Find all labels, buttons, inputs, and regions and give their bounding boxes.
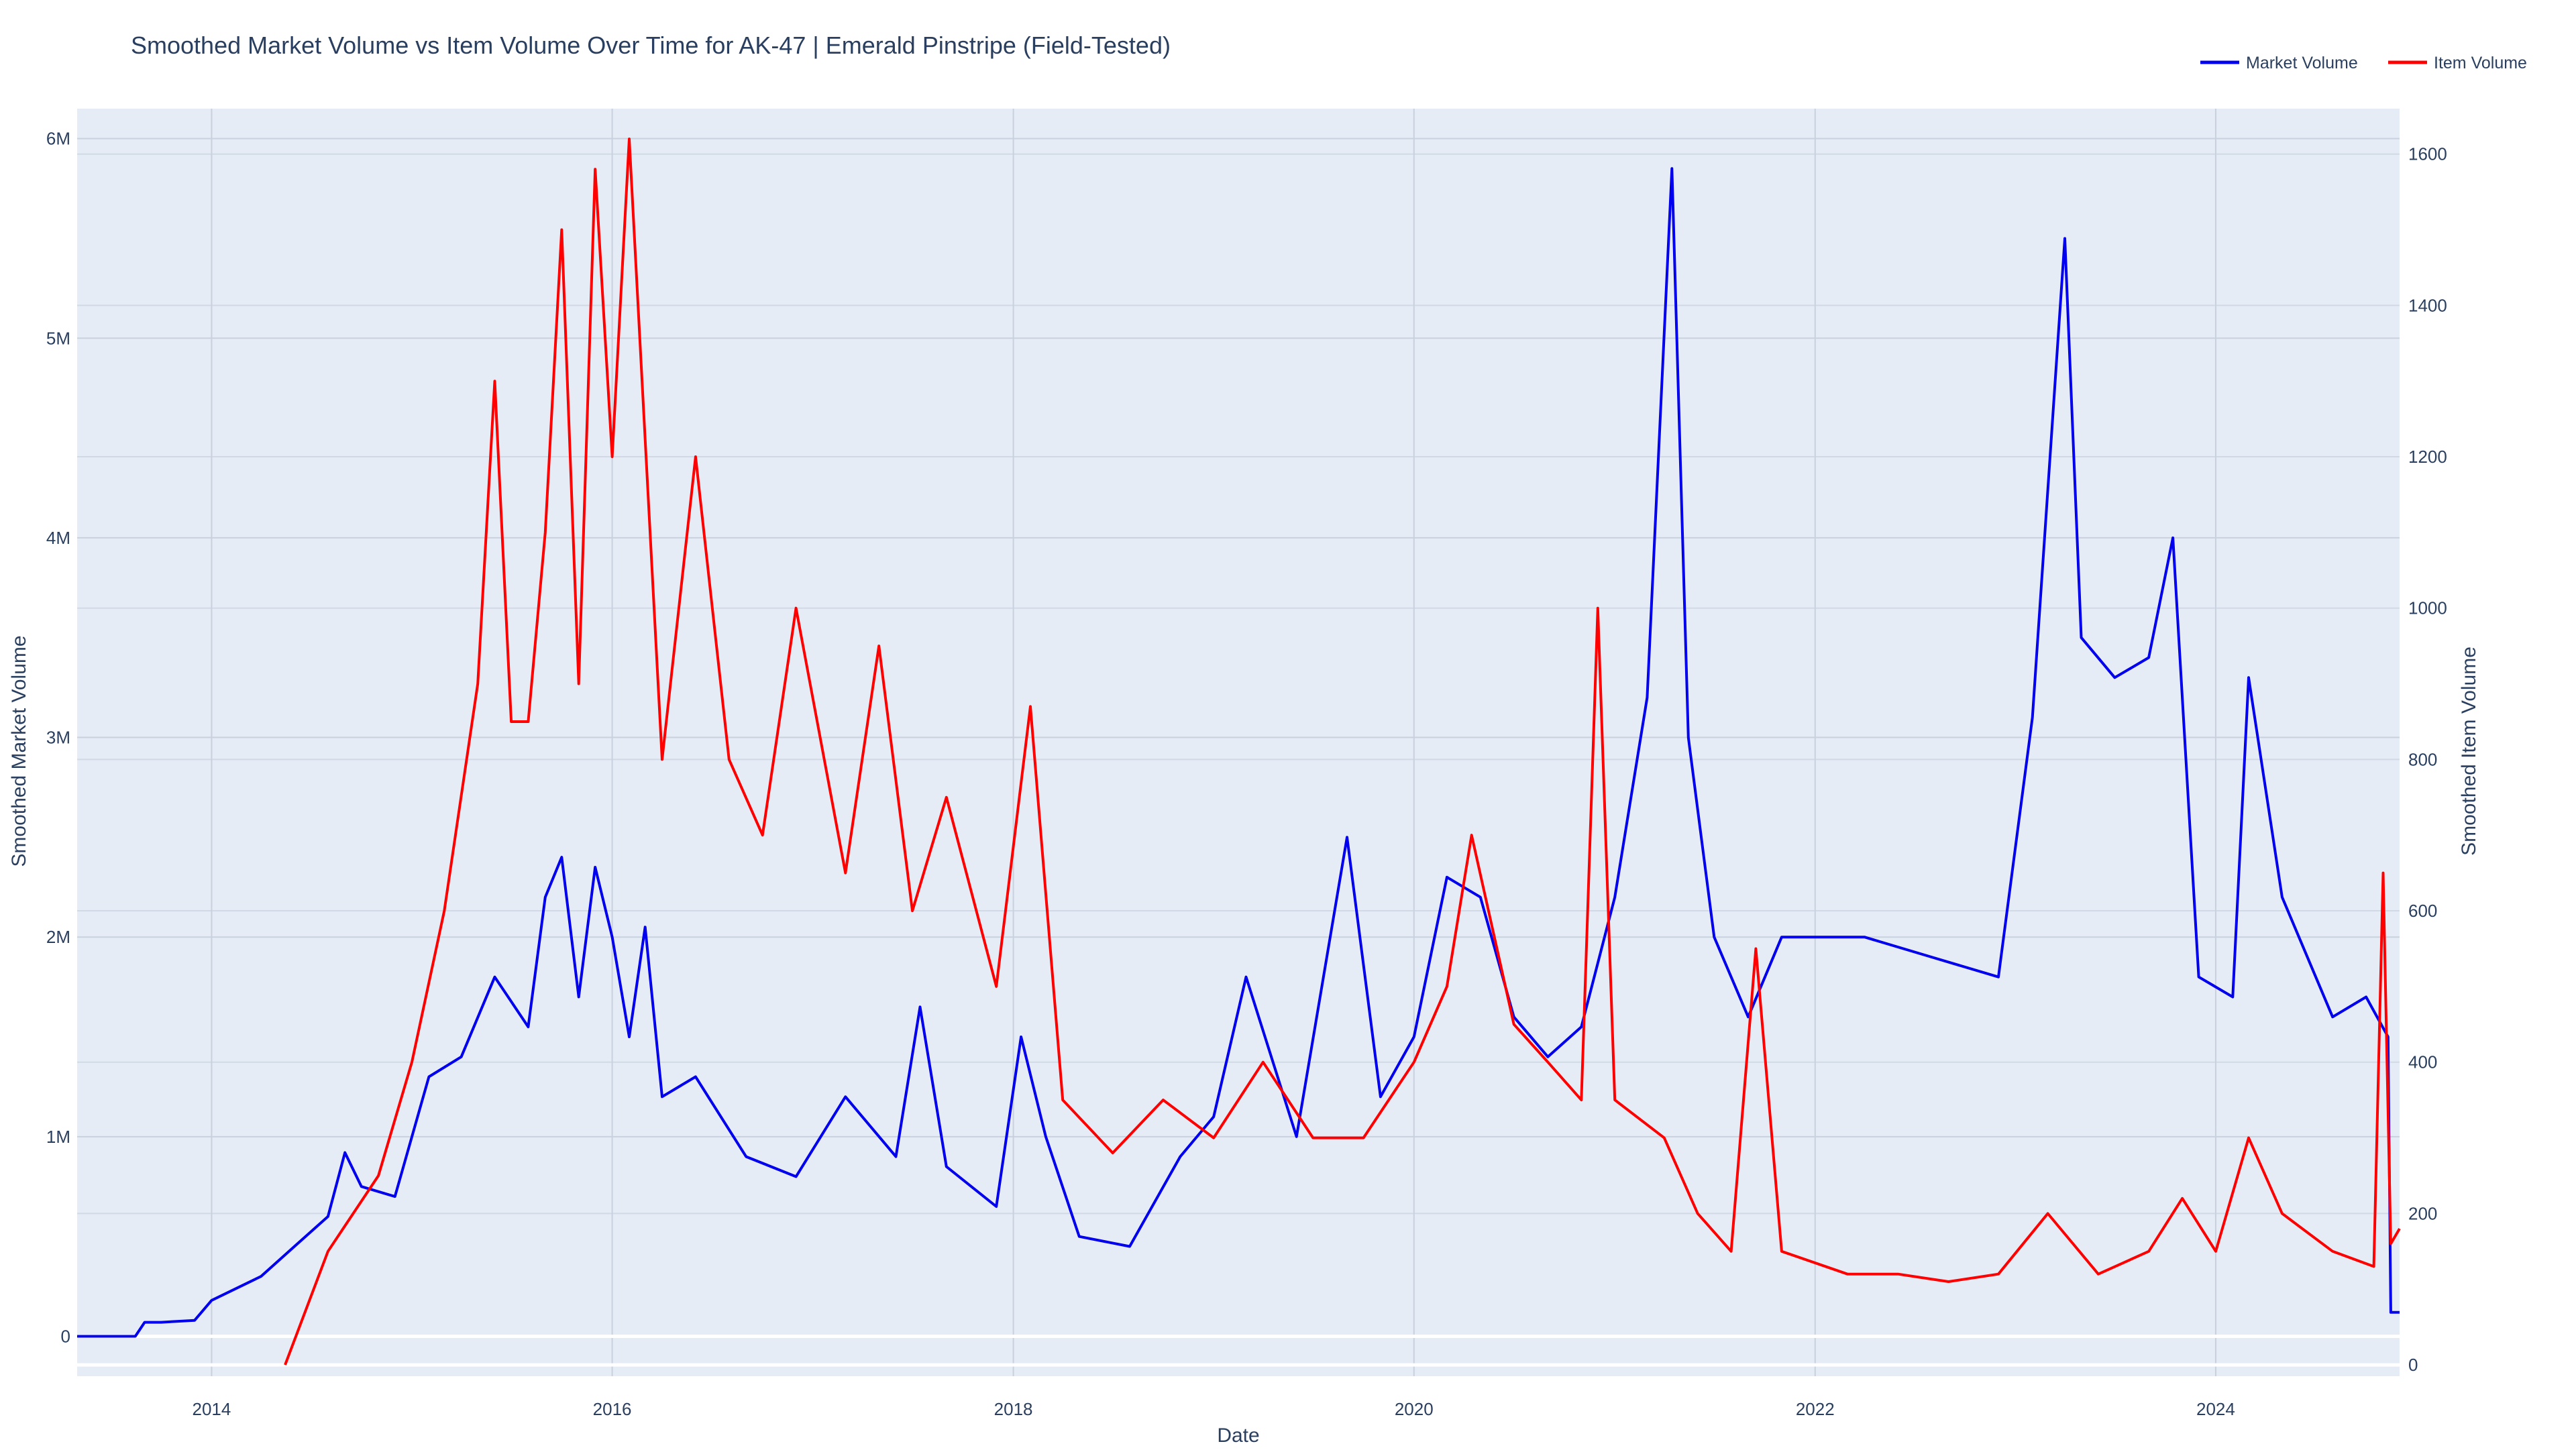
right-y-tick-label: 400: [2408, 1052, 2437, 1072]
x-tick-label: 2020: [1395, 1399, 1434, 1419]
series-line-item-volume: [284, 137, 2401, 1365]
right-y-tick-label: 1000: [2408, 598, 2447, 618]
left-y-tick-label: 3M: [46, 728, 70, 748]
right-y-tick-label: 1600: [2408, 144, 2447, 164]
right-y-tick-label: 800: [2408, 749, 2437, 769]
x-axis-ticks: 2014 2016 2018 2020 2022 2024: [193, 1399, 2235, 1419]
left-y-tick-label: 0: [61, 1326, 70, 1346]
right-y-tick-label: 200: [2408, 1203, 2437, 1223]
x-tick-label: 2016: [593, 1399, 632, 1419]
chart-title: Smoothed Market Volume vs Item Volume Ov…: [131, 32, 1171, 59]
right-y-tick-label: 1200: [2408, 447, 2447, 467]
series-line-market-volume: [77, 167, 2400, 1338]
series-lines: [77, 137, 2401, 1365]
legend-item-market-volume[interactable]: Market Volume: [2200, 54, 2358, 72]
legend-item-item-volume[interactable]: Item Volume: [2388, 54, 2527, 72]
legend-label-item-volume: Item Volume: [2434, 54, 2527, 72]
left-y-tick-label: 1M: [46, 1127, 70, 1147]
left-y-tick-label: 2M: [46, 927, 70, 947]
right-y-axis-label: Smoothed Item Volume: [2458, 647, 2480, 856]
right-y-tick-label: 600: [2408, 901, 2437, 921]
left-y-tick-label: 6M: [46, 129, 70, 149]
left-y-axis-ticks: 0 1M 2M 3M 4M 5M 6M: [46, 129, 70, 1347]
left-y-tick-label: 5M: [46, 328, 70, 348]
right-y-tick-label: 1400: [2408, 295, 2447, 315]
right-y-tick-label: 0: [2408, 1355, 2418, 1375]
x-tick-label: 2018: [994, 1399, 1033, 1419]
left-y-axis-label: Smoothed Market Volume: [8, 635, 30, 867]
grid-lines: [77, 109, 2400, 1376]
legend[interactable]: Market Volume Item Volume: [2200, 54, 2527, 72]
plot-background: [77, 109, 2400, 1376]
zero-line: [77, 1334, 2400, 1367]
x-tick-label: 2022: [1796, 1399, 1835, 1419]
right-y-axis-ticks: 0 200 400 600 800 1000 1200 1400 1600: [2408, 144, 2447, 1375]
x-tick-label: 2024: [2196, 1399, 2235, 1419]
x-axis-label: Date: [1217, 1425, 1259, 1447]
legend-label-market-volume: Market Volume: [2246, 54, 2358, 72]
left-y-tick-label: 4M: [46, 528, 70, 548]
x-tick-label: 2014: [193, 1399, 231, 1419]
